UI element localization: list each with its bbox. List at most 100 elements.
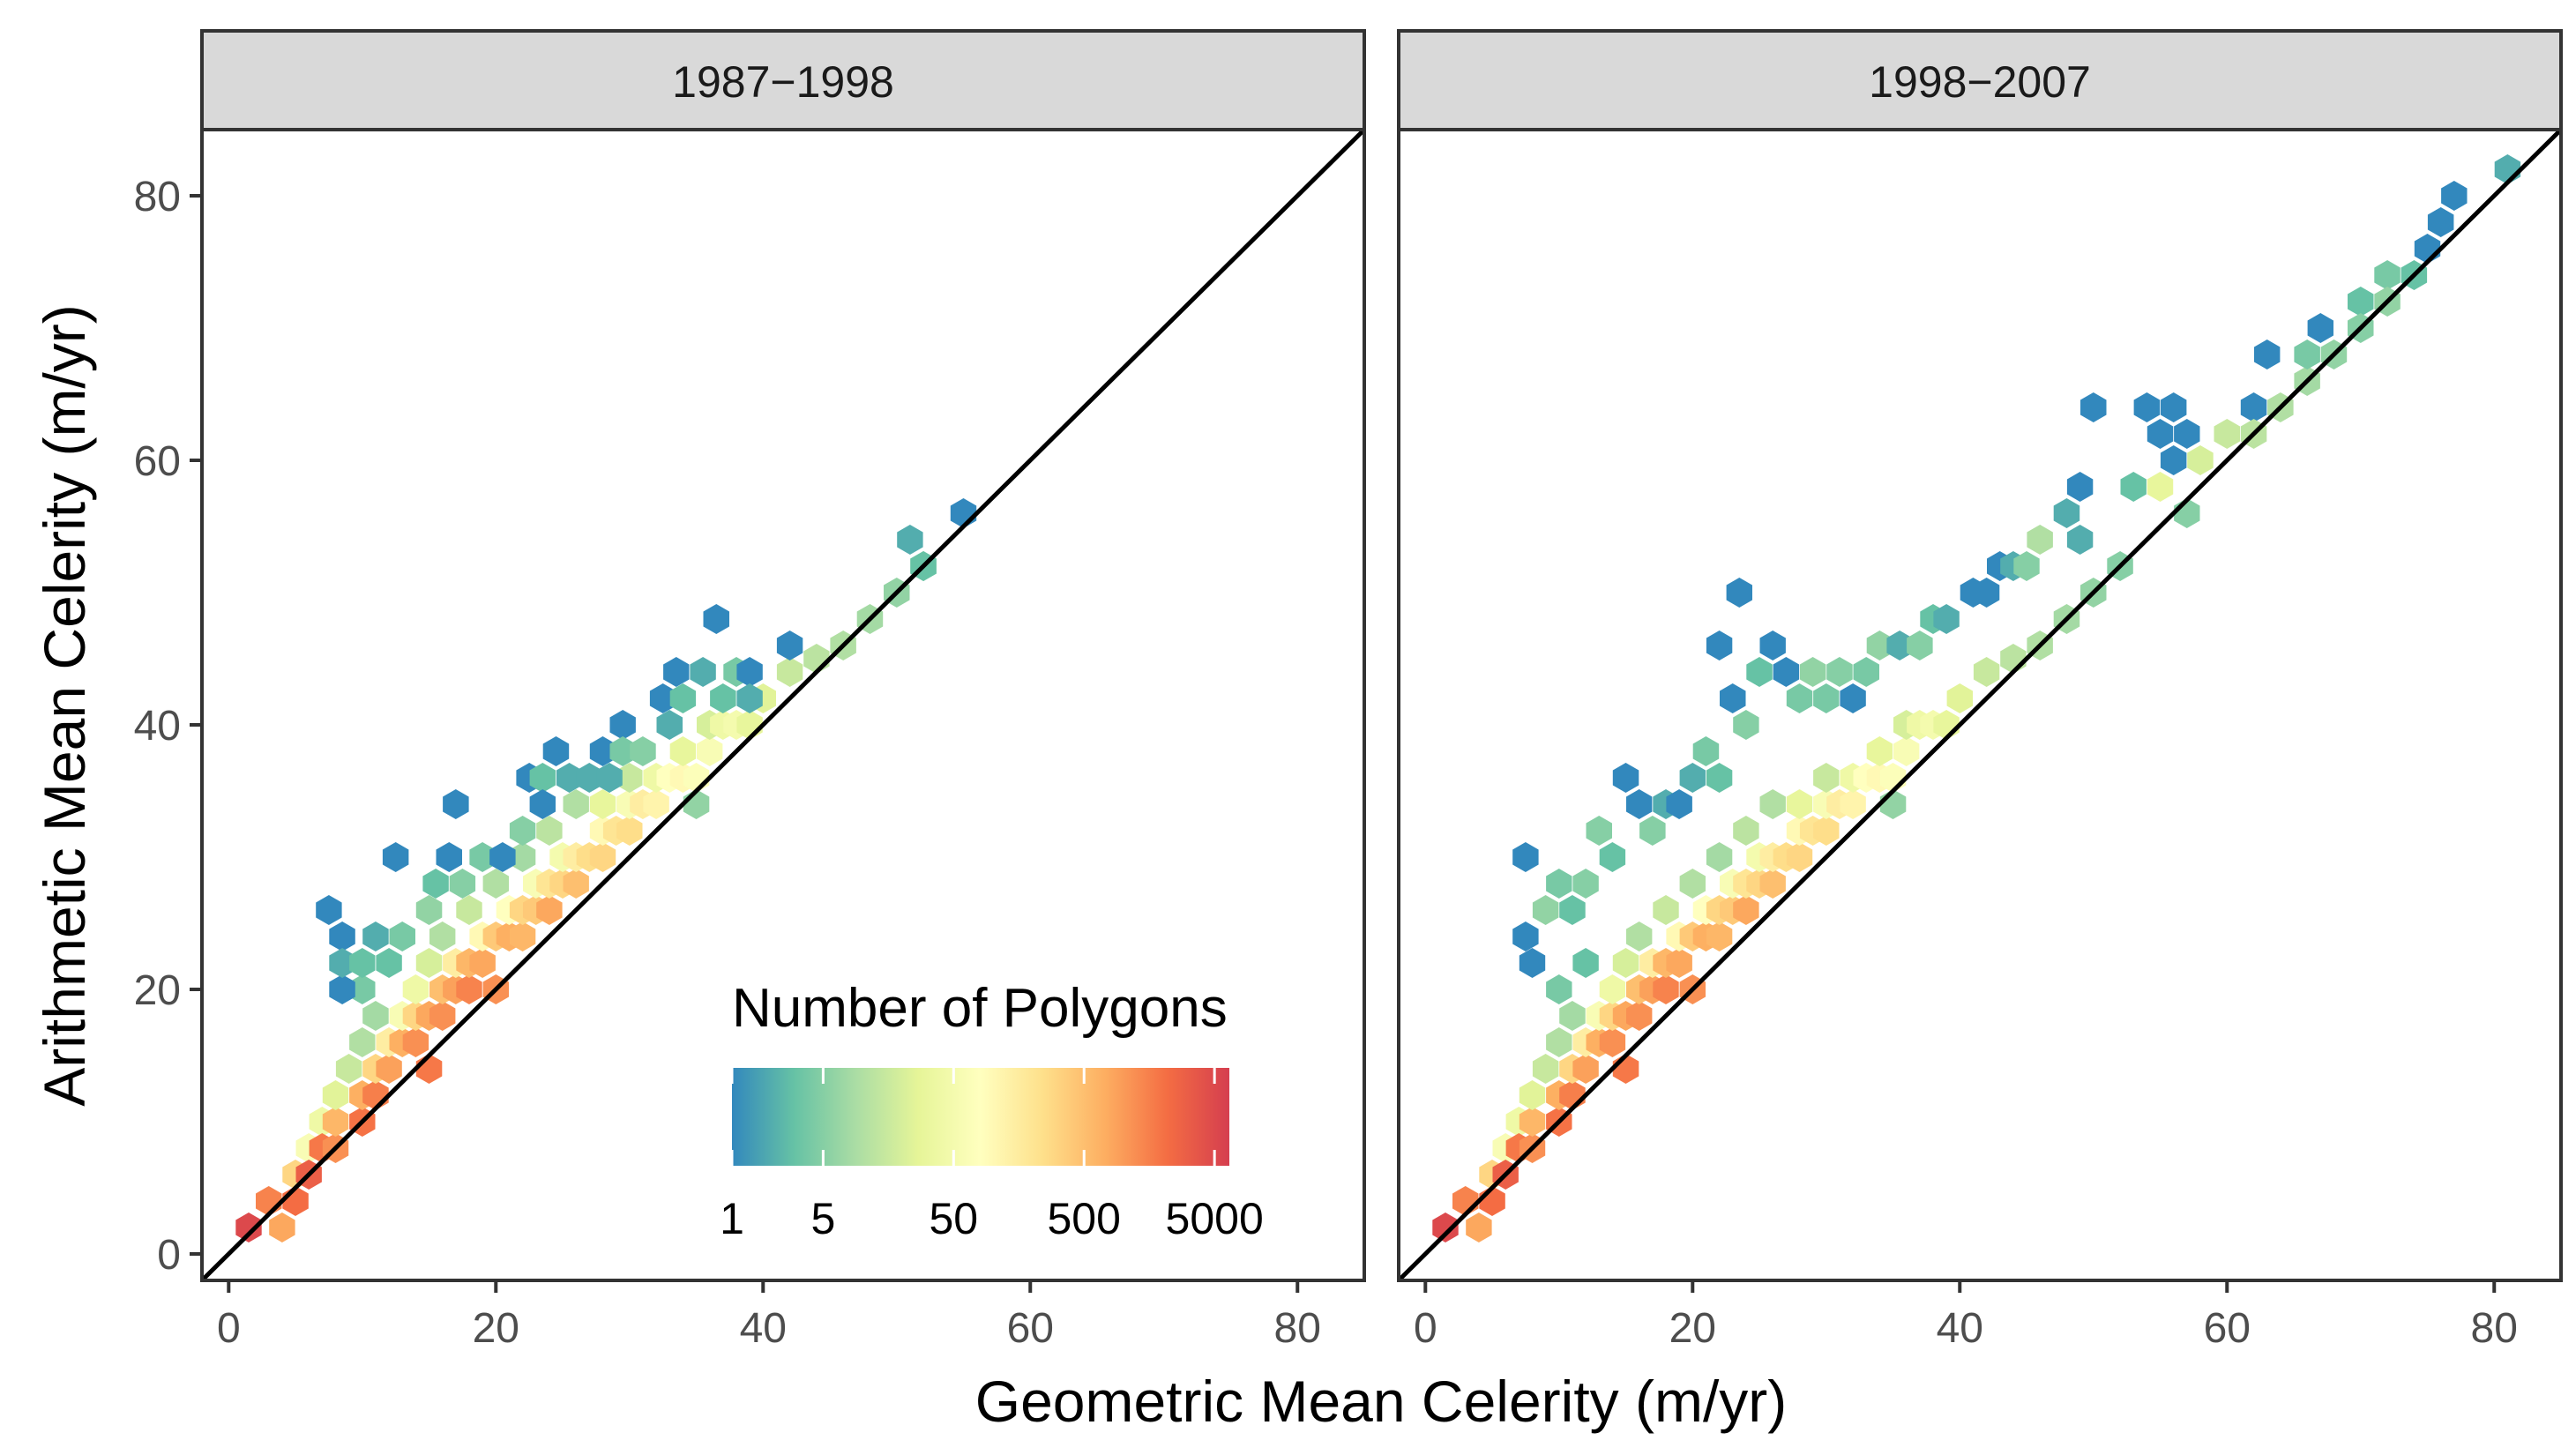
hexbin <box>609 710 636 740</box>
hexbin <box>1572 1054 1599 1084</box>
x-tick-label: 60 <box>1007 1305 1054 1352</box>
hexbin <box>2133 392 2161 422</box>
legend-label: 1 <box>720 1194 744 1243</box>
hexbin <box>630 736 656 766</box>
x-tick-label: 20 <box>1669 1305 1716 1352</box>
hexbin <box>329 974 355 1004</box>
hexbin <box>1706 922 1733 951</box>
legend-label: 50 <box>929 1194 978 1243</box>
panel-right-strip <box>1397 29 2563 131</box>
x-tick-label: 60 <box>2204 1305 2251 1352</box>
hexbin <box>589 842 616 872</box>
hexbin <box>1586 816 1612 846</box>
hexbin <box>415 895 443 925</box>
hexbin <box>443 789 469 819</box>
panel-right-strip-label: 1998−2007 <box>1869 57 2091 107</box>
x-tick-label: 80 <box>1274 1305 1321 1352</box>
panel-left-x-axis: 0 20 40 60 80 <box>217 1280 1321 1352</box>
hexbin <box>1666 948 1692 978</box>
x-tick-label: 80 <box>2471 1305 2518 1352</box>
hexbin <box>349 974 376 1004</box>
hexbin <box>2294 340 2320 369</box>
hexbin <box>1639 816 1666 846</box>
hexbin <box>1973 578 2000 608</box>
hexbin <box>1653 974 1679 1004</box>
hexbin <box>429 922 456 951</box>
hexbin <box>1786 683 1813 713</box>
hexbin <box>1853 657 1879 687</box>
legend-label: 5000 <box>1166 1194 1264 1243</box>
hexbin <box>1706 763 1733 793</box>
hexbin <box>1786 842 1813 872</box>
hexbin <box>529 763 556 793</box>
hexbin <box>1813 683 1840 713</box>
panel-right-x-axis: 0 20 40 60 80 <box>1414 1280 2518 1352</box>
hexbin <box>1886 630 1913 660</box>
hexbin <box>1746 657 1773 687</box>
hexbin <box>509 816 536 846</box>
hexbin <box>402 1027 429 1057</box>
hexbin <box>1519 948 1546 978</box>
hexbin <box>1546 974 1572 1004</box>
hexbin <box>576 763 603 793</box>
hexbin <box>897 525 923 555</box>
hexbin <box>596 763 623 793</box>
hexbin <box>536 816 563 846</box>
hexbin <box>1726 578 1752 608</box>
x-tick-label: 40 <box>1937 1305 1983 1352</box>
hexbin <box>1933 604 1960 634</box>
hexbin <box>449 869 476 899</box>
hexbin <box>1532 1054 1559 1084</box>
hexbin <box>2160 445 2187 475</box>
hexbin <box>1840 789 1866 819</box>
hexbin <box>2120 472 2147 502</box>
hexbin <box>1559 1001 1586 1031</box>
hexbin <box>2427 207 2454 237</box>
hexbin <box>542 736 570 766</box>
hexbin <box>1512 922 1539 951</box>
hexbin <box>1612 948 1639 978</box>
hexbin <box>349 948 376 978</box>
hexbin <box>1432 1212 1459 1242</box>
hexbin <box>316 895 342 925</box>
hexbin <box>563 869 589 899</box>
hexbin <box>589 789 616 819</box>
hexbin <box>690 657 716 687</box>
hexbin <box>1679 869 1706 899</box>
hexbin <box>2066 472 2094 502</box>
hexbin <box>2240 392 2267 422</box>
hexbin <box>429 1001 456 1031</box>
y-tick-label: 40 <box>134 703 181 750</box>
hexbin <box>469 948 496 978</box>
hexbin <box>1813 816 1840 846</box>
panel-right-border <box>1397 128 2563 1282</box>
hexbin <box>322 1080 349 1110</box>
x-tick-label: 20 <box>473 1305 519 1352</box>
x-tick-label: 40 <box>740 1305 787 1352</box>
y-tick-label: 60 <box>134 438 181 485</box>
hexbin <box>663 657 690 687</box>
hexbin <box>1773 657 1800 687</box>
legend-label: 500 <box>1048 1194 1121 1243</box>
hexbin <box>322 1107 349 1137</box>
hexbin <box>1612 763 1639 793</box>
hexbin <box>269 1212 295 1242</box>
hexbin <box>469 842 496 872</box>
panel-left: 1987−1998 0 20 40 60 80 0 20 40 60 80 Number of … <box>134 29 1366 1352</box>
hexbin <box>1532 895 1559 925</box>
hexbin <box>422 869 449 899</box>
hexbin <box>335 1054 362 1084</box>
hexbin <box>415 948 443 978</box>
hexbin <box>1706 630 1733 660</box>
hexbin <box>697 736 723 766</box>
legend-colorbar <box>732 1068 1229 1166</box>
hexbin <box>329 922 355 951</box>
hexbin <box>2174 419 2200 449</box>
hexbin <box>1733 895 1759 925</box>
hexbin <box>1546 1027 1572 1057</box>
hexbin <box>1813 763 1840 793</box>
hexbin <box>329 948 355 978</box>
panel-left-strip-label: 1987−1998 <box>672 57 894 107</box>
hexbin <box>362 1001 389 1031</box>
panel-left-identity-line <box>200 128 1366 1282</box>
